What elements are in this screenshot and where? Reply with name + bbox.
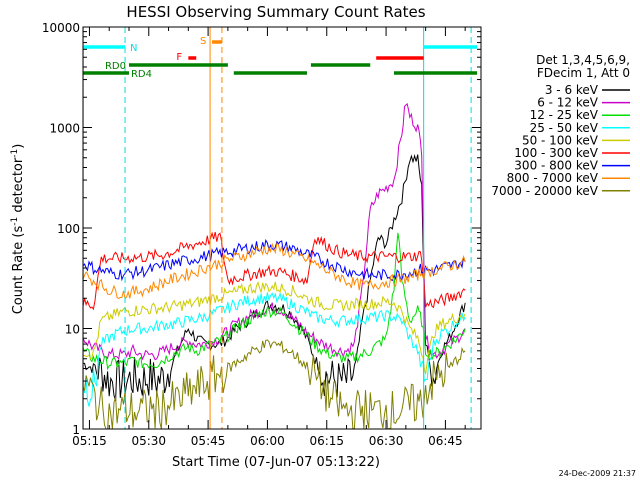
legend-label: 25 - 50 keV	[530, 121, 599, 135]
x-tick-label: 06:30	[369, 434, 404, 448]
date-stamp: 24-Dec-2009 21:37	[559, 469, 636, 478]
legend-header-line-2: FDecim 1, Att 0	[537, 66, 630, 80]
flare-label: F	[176, 52, 182, 63]
axis-layer: 05:15 05:30 05:45 06:00 06:15 06:30 06:45 1 10 10…	[42, 21, 481, 448]
chart-title: HESSI Observing Summary Count Rates	[126, 3, 425, 21]
y-tick-label: 1	[72, 423, 80, 437]
legend-label: 300 - 800 keV	[514, 159, 598, 173]
legend-label: 800 - 7000 keV	[507, 171, 599, 185]
legend: Det 1,3,4,5,6,9, FDecim 1, Att 0 3 - 6 k…	[491, 53, 630, 198]
legend-label: 100 - 300 keV	[514, 146, 598, 160]
series-line-6	[83, 231, 466, 311]
night-label: N	[130, 43, 137, 54]
y-tick-label: 10000	[42, 21, 80, 35]
series-layer	[83, 102, 466, 429]
plot-frame	[82, 26, 482, 430]
x-tick-label: 05:15	[72, 434, 107, 448]
y-axis-label: Count Rate (s-1 detector-1)	[10, 144, 26, 315]
annotation-layer: N S F RD0 RD4	[82, 27, 478, 429]
x-tick-label: 05:45	[191, 434, 226, 448]
series-line-7	[83, 238, 466, 282]
legend-label: 7000 - 20000 keV	[491, 184, 598, 198]
legend-header-line-1: Det 1,3,4,5,6,9,	[536, 53, 630, 67]
series-line-4	[83, 291, 466, 407]
x-axis-label: Start Time (07-Jun-07 05:13:22)	[172, 455, 380, 470]
legend-label: 3 - 6 keV	[545, 83, 599, 97]
series-line-8	[83, 242, 466, 300]
legend-label: 50 - 100 keV	[522, 133, 599, 147]
x-tick-label: 05:30	[131, 434, 166, 448]
x-tick-label: 06:45	[428, 434, 463, 448]
x-tick-label: 06:00	[250, 434, 285, 448]
legend-label: 6 - 12 keV	[537, 96, 599, 110]
saa-label: S	[200, 36, 206, 47]
legend-label: 12 - 25 keV	[530, 108, 599, 122]
x-tick-label: 06:15	[309, 434, 344, 448]
y-tick-label: 10	[65, 323, 80, 337]
series-line-3	[83, 232, 466, 371]
y-tick-label: 1000	[49, 122, 80, 136]
rd4-label: RD4	[131, 69, 152, 80]
series-line-9	[83, 339, 466, 429]
series-line-5	[83, 281, 466, 375]
rd0-label: RD0	[105, 61, 126, 72]
y-tick-label: 100	[57, 222, 80, 236]
